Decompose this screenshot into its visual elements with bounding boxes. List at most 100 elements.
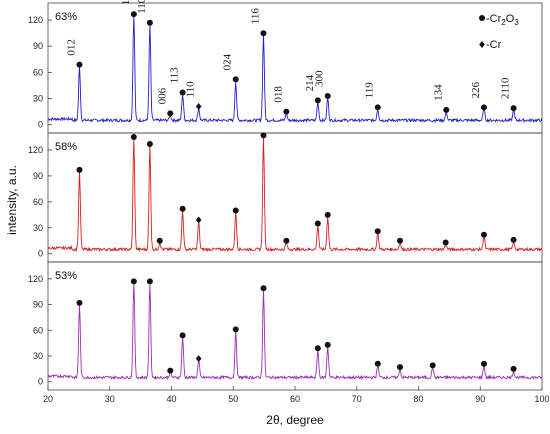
cr2o3-peak-marker <box>260 30 267 37</box>
y-tick-label: 60 <box>33 197 43 207</box>
cr2o3-peak-marker <box>167 367 174 374</box>
peak-hkl-label: 113 <box>169 67 181 84</box>
legend-cr2o3-label: -Cr2O3 <box>486 13 519 27</box>
panel-frame <box>47 261 543 391</box>
cr2o3-peak-marker <box>260 285 267 292</box>
series-line <box>47 136 543 253</box>
peak-hkl-label: 110 <box>185 81 197 98</box>
peak-hkl-label: 119 <box>364 82 376 99</box>
peak-hkl-label: 018 <box>272 86 284 103</box>
cr2o3-peak-marker <box>314 345 321 352</box>
cr2o3-peak-marker <box>283 237 290 244</box>
y-tick-label: 90 <box>33 300 43 310</box>
cr2o3-peak-marker <box>510 365 517 372</box>
legend-diamond-marker <box>479 41 485 48</box>
x-tick-label: 90 <box>475 394 485 404</box>
series-line <box>47 14 543 124</box>
y-tick-label: 30 <box>33 351 43 361</box>
cr2o3-peak-marker <box>179 332 186 339</box>
cr2o3-peak-marker <box>130 11 137 18</box>
cr2o3-peak-marker <box>480 231 487 238</box>
cr2o3-peak-marker <box>179 89 186 96</box>
cr2o3-peak-marker <box>374 360 381 367</box>
cr2o3-peak-marker <box>76 61 83 68</box>
cr2o3-peak-marker <box>442 239 449 246</box>
x-tick-label: 50 <box>228 394 238 404</box>
peak-hkl-label: 024 <box>222 53 234 70</box>
panel-label: 53% <box>55 270 77 282</box>
cr2o3-peak-marker <box>232 76 239 83</box>
panel-2: 0 30 60 90 120 53% <box>28 261 543 391</box>
cr2o3-peak-marker <box>130 278 137 285</box>
cr2o3-peak-marker <box>314 97 321 104</box>
cr2o3-peak-marker <box>374 228 381 235</box>
peak-hkl-label: 104 <box>120 0 132 5</box>
y-tick-label: 0 <box>38 377 43 387</box>
cr2o3-peak-marker <box>396 237 403 244</box>
y-tick-label: 0 <box>38 120 43 130</box>
cr2o3-peak-marker <box>324 211 331 218</box>
peak-hkl-label: 110 <box>136 0 148 14</box>
peak-hkl-label: 2110 <box>500 77 512 99</box>
cr2o3-peak-marker <box>283 108 290 115</box>
y-tick-label: 60 <box>33 67 43 77</box>
peak-hkl-label: 116 <box>250 8 262 25</box>
y-tick-label: 30 <box>33 223 43 233</box>
y-tick-label: 120 <box>28 15 43 25</box>
cr2o3-peak-marker <box>429 362 436 369</box>
cr2o3-peak-marker <box>179 205 186 212</box>
cr2o3-peak-marker <box>146 140 153 147</box>
panel-frame <box>47 2 543 134</box>
y-axis-title: intensity, a.u. <box>5 165 19 235</box>
x-axis: 20 30 40 50 60 70 80 90 100 <box>43 386 550 404</box>
cr2o3-peak-marker <box>324 92 331 99</box>
x-tick-label: 80 <box>413 394 423 404</box>
x-tick-label: 100 <box>534 394 549 404</box>
peak-hkl-label: 214 <box>304 74 316 91</box>
cr2o3-peak-marker <box>146 278 153 285</box>
panel-frame <box>47 132 543 263</box>
cr2o3-peak-marker <box>232 326 239 333</box>
x-tick-label: 40 <box>166 394 176 404</box>
cr2o3-peak-marker <box>480 360 487 367</box>
y-tick-label: 90 <box>33 171 43 181</box>
cr2o3-peak-marker <box>76 166 83 173</box>
series-line <box>47 282 543 381</box>
cr2o3-peak-marker <box>443 106 450 113</box>
cr2o3-peak-marker <box>374 104 381 111</box>
y-tick-label: 60 <box>33 325 43 335</box>
cr2o3-peak-marker <box>396 364 403 371</box>
legend-circle-marker <box>479 15 485 21</box>
y-tick-label: 90 <box>33 41 43 51</box>
cr-peak-marker <box>195 355 202 363</box>
cr-peak-marker <box>195 102 202 110</box>
cr2o3-peak-marker <box>510 105 517 112</box>
cr-peak-marker <box>195 216 202 224</box>
cr2o3-peak-marker <box>130 134 137 141</box>
panel-label: 58% <box>55 141 77 153</box>
panel-1: 0 30 60 90 120 58% <box>28 132 543 263</box>
peak-hkl-label: 006 <box>156 87 168 104</box>
peak-hkl-label: 226 <box>470 81 482 98</box>
peak-hkl-label: 300 <box>314 70 326 87</box>
cr2o3-peak-marker <box>156 237 163 244</box>
y-tick-label: 120 <box>28 274 43 284</box>
legend-cr-label: -Cr <box>486 39 502 51</box>
y-tick-label: 0 <box>38 249 43 259</box>
cr2o3-peak-marker <box>167 110 174 117</box>
peak-hkl-label: 012 <box>65 39 77 56</box>
x-tick-label: 30 <box>105 394 115 404</box>
cr2o3-peak-marker <box>314 220 321 227</box>
cr2o3-peak-marker <box>324 341 331 348</box>
x-axis-title: 2θ, degree <box>266 413 324 427</box>
cr2o3-peak-marker <box>480 104 487 111</box>
legend: -Cr2O3 -Cr <box>479 13 519 51</box>
y-tick-label: 30 <box>33 94 43 104</box>
panel-label: 63% <box>55 11 77 23</box>
peak-hkl-label: 134 <box>432 84 444 101</box>
x-tick-label: 60 <box>290 394 300 404</box>
cr2o3-peak-marker <box>76 299 83 306</box>
